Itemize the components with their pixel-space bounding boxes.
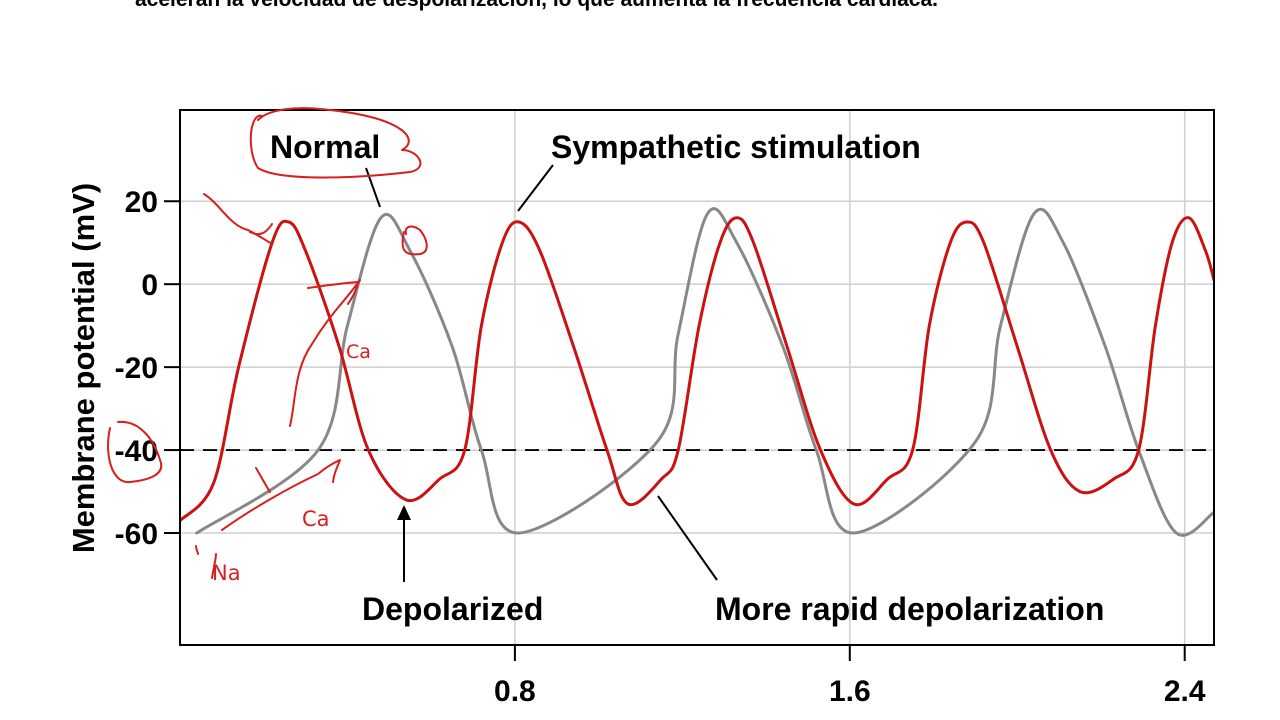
x-tick-label: 2.4 (1164, 675, 1206, 708)
rapid-depolarization-label: More rapid depolarization (715, 591, 1104, 627)
y-tick-label: -60 (115, 518, 158, 551)
handwritten-annotations (107, 107, 428, 579)
ink-circle-threshold-icon (107, 420, 163, 484)
normal-callout-line (365, 167, 381, 208)
ink-circle-peak-icon (401, 225, 428, 256)
depolarized-label: Depolarized (362, 591, 543, 627)
grid (180, 110, 1214, 645)
y-tick-label: -20 (115, 352, 158, 385)
normal-series-line (195, 207, 1214, 537)
depolarized-arrowhead (397, 505, 411, 520)
series-layer (180, 207, 1214, 537)
axis-ticks (164, 200, 1186, 661)
sympathetic-callout-line (517, 164, 554, 212)
ink-arrow-upstroke-icon (289, 279, 361, 427)
normal-label: Normal (270, 129, 380, 165)
y-axis-label: Membrane potential (mV) (66, 183, 101, 553)
plot-frame (179, 109, 1215, 646)
x-tick-label: 1.6 (829, 675, 871, 708)
ink-ca-1: Ca (346, 341, 371, 363)
sympathetic-label: Sympathetic stimulation (551, 129, 921, 165)
ink-tick-marks-icon (195, 545, 217, 579)
y-tick-label: 0 (141, 269, 158, 302)
y-tick-label: 20 (125, 186, 158, 219)
ink-arrow-diastolic-icon (221, 459, 341, 531)
ink-circle-normal-icon (249, 107, 422, 179)
ink-scribble-upstroke-icon (203, 193, 273, 245)
ink-ca-2: Ca (302, 507, 330, 531)
caption-text: aceleran la velocidad de despolarización… (135, 0, 938, 12)
x-tick-label: 0.8 (494, 675, 536, 708)
ink-na: Na (212, 561, 241, 585)
sympathetic-series-line (180, 216, 1214, 523)
rapid-depolarization-callout-line (657, 495, 718, 581)
